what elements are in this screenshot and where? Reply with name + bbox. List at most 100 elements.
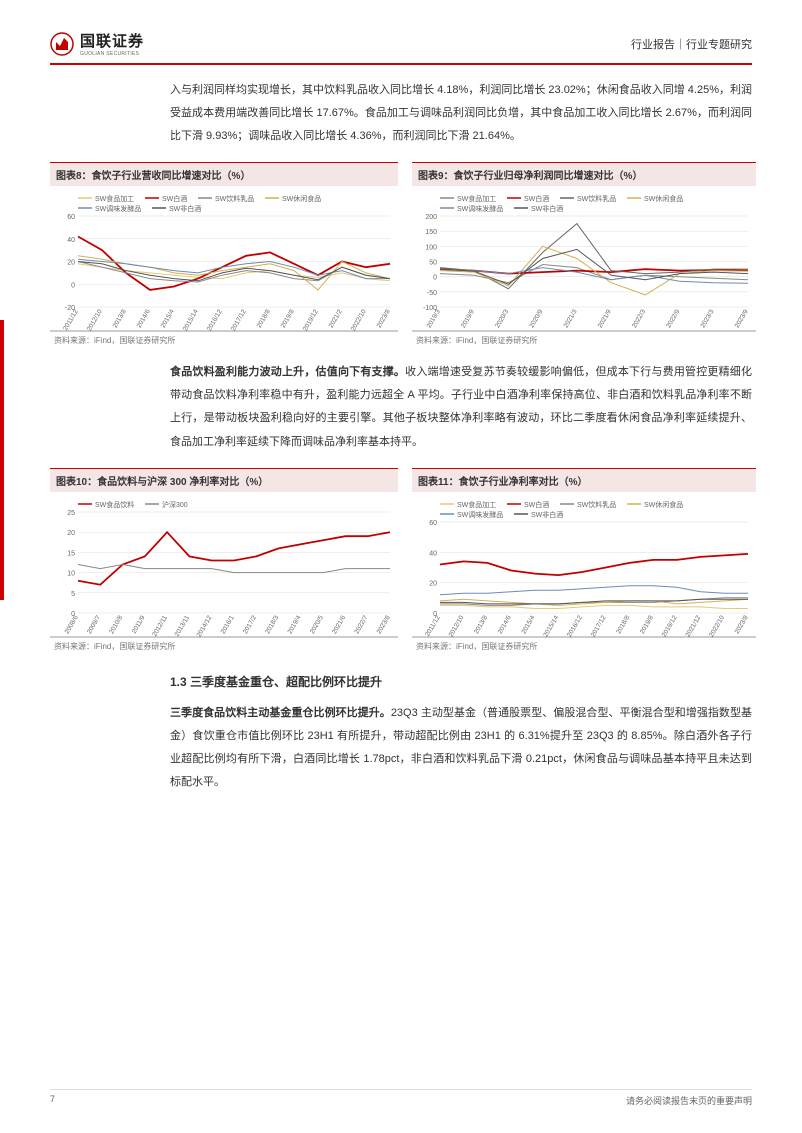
svg-text:2014/6: 2014/6 — [136, 308, 152, 329]
svg-text:2015/14: 2015/14 — [542, 614, 560, 638]
footer-disclaimer: 请务必阅读报告末页的重要声明 — [626, 1094, 752, 1107]
svg-text:25: 25 — [67, 510, 75, 517]
chart-10-title: 图表10：食品饮料与沪深 300 净利率对比（%） — [50, 468, 398, 492]
chart-11: 图表11：食饮子行业净利率对比（%） SW食品加工SW白酒SW饮料乳品SW休闲食… — [412, 468, 756, 655]
page-header: 国联证券 GUOLIAN SECURITIES 行业报告｜行业专题研究 — [50, 30, 752, 65]
svg-text:2014/12: 2014/12 — [196, 614, 214, 638]
chart-svg: SW食品饮料沪深30005101520252008/62009/72010/82… — [52, 496, 396, 641]
svg-text:SW食品饮料: SW食品饮料 — [95, 500, 134, 509]
svg-text:2013/8: 2013/8 — [112, 308, 128, 329]
svg-text:2022/7: 2022/7 — [353, 614, 369, 635]
page-number: 7 — [50, 1094, 55, 1107]
svg-text:2019/9: 2019/9 — [460, 308, 476, 329]
svg-text:2018/8: 2018/8 — [256, 308, 272, 329]
svg-text:2023/8: 2023/8 — [376, 614, 392, 635]
paragraph-2: 食品饮料盈利能力波动上升，估值向下有支撑。收入端增速受复苏节奏较缓影响偏低，但成… — [170, 361, 752, 453]
logo-text-cn: 国联证券 — [80, 30, 144, 51]
svg-text:2017/12: 2017/12 — [230, 308, 248, 332]
logo-icon — [50, 32, 74, 56]
paragraph-3: 三季度食品饮料主动基金重仓比例环比提升。23Q3 主动型基金（普通股票型、偏股混… — [170, 702, 752, 794]
paragraph-1: 入与利润同样均实现增长，其中饮料乳品收入同比增长 4.18%，利润同比增长 23… — [170, 79, 752, 148]
svg-text:SW白酒: SW白酒 — [162, 194, 187, 203]
svg-text:2012/10: 2012/10 — [86, 308, 104, 332]
chart-9-title: 图表9：食饮子行业归母净利润同比增速对比（%） — [412, 162, 756, 186]
svg-text:40: 40 — [429, 550, 437, 557]
svg-text:2021/6: 2021/6 — [331, 614, 347, 635]
svg-text:2011/12: 2011/12 — [424, 614, 442, 638]
svg-text:150: 150 — [425, 229, 437, 236]
svg-text:2019/8: 2019/8 — [280, 308, 296, 329]
svg-text:2019/4: 2019/4 — [287, 614, 303, 635]
svg-text:2016/12: 2016/12 — [206, 308, 224, 332]
svg-text:SW调味发酵品: SW调味发酵品 — [457, 510, 503, 519]
svg-text:2010/8: 2010/8 — [108, 614, 124, 635]
page-footer: 7 请务必阅读报告末页的重要声明 — [50, 1089, 752, 1107]
svg-text:0: 0 — [71, 283, 75, 290]
svg-text:2021/12: 2021/12 — [685, 614, 703, 638]
svg-text:2021/2: 2021/2 — [328, 308, 344, 329]
side-accent-bar — [0, 320, 4, 600]
chart-svg: SW食品加工SW白酒SW饮料乳品SW休闲食品SW调味发酵品SW非白酒020406… — [414, 496, 754, 641]
svg-text:SW休闲食品: SW休闲食品 — [644, 194, 683, 203]
svg-text:20: 20 — [67, 260, 75, 267]
svg-text:50: 50 — [429, 260, 437, 267]
svg-text:SW调味发酵品: SW调味发酵品 — [457, 204, 503, 213]
svg-text:100: 100 — [425, 245, 437, 252]
svg-text:2016/1: 2016/1 — [220, 614, 236, 635]
svg-text:2014/6: 2014/6 — [497, 614, 513, 635]
svg-text:20: 20 — [67, 530, 75, 537]
svg-text:2015/4: 2015/4 — [520, 614, 536, 635]
svg-text:2022/10: 2022/10 — [350, 308, 368, 332]
svg-text:2019/12: 2019/12 — [302, 308, 320, 332]
svg-text:SW非白酒: SW非白酒 — [531, 510, 563, 519]
svg-text:2020/5: 2020/5 — [309, 614, 325, 635]
svg-text:2022/9: 2022/9 — [665, 308, 681, 329]
svg-text:SW食品加工: SW食品加工 — [457, 500, 496, 509]
svg-text:2012/11: 2012/11 — [151, 614, 169, 638]
svg-text:SW休闲食品: SW休闲食品 — [644, 500, 683, 509]
svg-text:2020/3: 2020/3 — [494, 308, 510, 329]
svg-text:2023/8: 2023/8 — [734, 614, 750, 635]
chart-row-2: 图表10：食品饮料与沪深 300 净利率对比（%） SW食品饮料沪深300051… — [50, 468, 752, 655]
svg-text:2013/8: 2013/8 — [473, 614, 489, 635]
svg-text:2022/3: 2022/3 — [631, 308, 647, 329]
svg-text:2018/3: 2018/3 — [264, 614, 280, 635]
svg-text:SW休闲食品: SW休闲食品 — [282, 194, 321, 203]
chart-8-title: 图表8：食饮子行业营收同比增速对比（%） — [50, 162, 398, 186]
svg-text:沪深300: 沪深300 — [162, 500, 188, 509]
svg-text:40: 40 — [67, 237, 75, 244]
svg-text:2022/10: 2022/10 — [708, 614, 726, 638]
svg-text:2015/14: 2015/14 — [182, 308, 200, 332]
svg-text:SW白酒: SW白酒 — [524, 194, 549, 203]
header-category: 行业报告｜行业专题研究 — [631, 36, 752, 52]
svg-text:2019/8: 2019/8 — [639, 614, 655, 635]
svg-text:2015/4: 2015/4 — [160, 308, 176, 329]
svg-text:SW饮料乳品: SW饮料乳品 — [577, 500, 616, 509]
svg-text:15: 15 — [67, 550, 75, 557]
paragraph-3-lead: 三季度食品饮料主动基金重仓比例环比提升。 — [170, 707, 391, 719]
svg-text:5: 5 — [71, 590, 75, 597]
logo-text-en: GUOLIAN SECURITIES — [80, 51, 144, 57]
svg-text:2016/12: 2016/12 — [566, 614, 584, 638]
paragraph-2-rest: 收入端增速受复苏节奏较缓影响偏低，但成本下行与费用管控更精细化带动食品饮料净利率… — [170, 366, 752, 447]
svg-text:2008/6: 2008/6 — [64, 614, 80, 635]
svg-text:2011/9: 2011/9 — [131, 614, 147, 635]
chart-svg: SW食品加工SW白酒SW饮料乳品SW休闲食品SW调味发酵品SW非白酒-20020… — [52, 190, 396, 335]
svg-text:0: 0 — [433, 275, 437, 282]
svg-text:2021/3: 2021/3 — [563, 308, 579, 329]
svg-text:60: 60 — [429, 520, 437, 527]
chart-svg: SW食品加工SW白酒SW饮料乳品SW休闲食品SW调味发酵品SW非白酒-100-5… — [414, 190, 754, 335]
svg-text:200: 200 — [425, 214, 437, 221]
svg-text:SW饮料乳品: SW饮料乳品 — [215, 194, 254, 203]
svg-text:2018/8: 2018/8 — [615, 614, 631, 635]
svg-text:20: 20 — [429, 580, 437, 587]
svg-text:SW食品加工: SW食品加工 — [457, 194, 496, 203]
chart-row-1: 图表8：食饮子行业营收同比增速对比（%） SW食品加工 SW白酒 SW饮料乳品 SW休… — [50, 162, 752, 349]
svg-text:60: 60 — [67, 214, 75, 221]
chart-10: 图表10：食品饮料与沪深 300 净利率对比（%） SW食品饮料沪深300051… — [50, 468, 398, 655]
svg-text:SW食品加工: SW食品加工 — [95, 194, 134, 203]
section-heading-1-3: 1.3 三季度基金重仓、超配比例环比提升 — [170, 673, 752, 690]
svg-text:2017/12: 2017/12 — [590, 614, 608, 638]
svg-text:SW调味发酵品: SW调味发酵品 — [95, 204, 141, 213]
paragraph-2-lead: 食品饮料盈利能力波动上升，估值向下有支撑。 — [170, 366, 405, 378]
